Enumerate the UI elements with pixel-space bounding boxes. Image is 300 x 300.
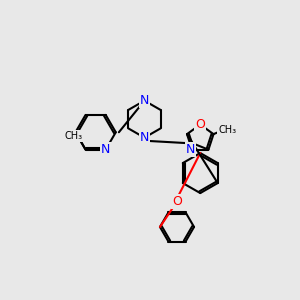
Text: O: O (195, 118, 205, 131)
Text: N: N (140, 94, 149, 107)
Text: CH₃: CH₃ (64, 131, 82, 141)
Text: N: N (101, 143, 110, 156)
Text: O: O (172, 195, 182, 208)
Text: N: N (140, 131, 149, 144)
Text: CH₃: CH₃ (218, 125, 236, 135)
Text: N: N (186, 143, 195, 156)
